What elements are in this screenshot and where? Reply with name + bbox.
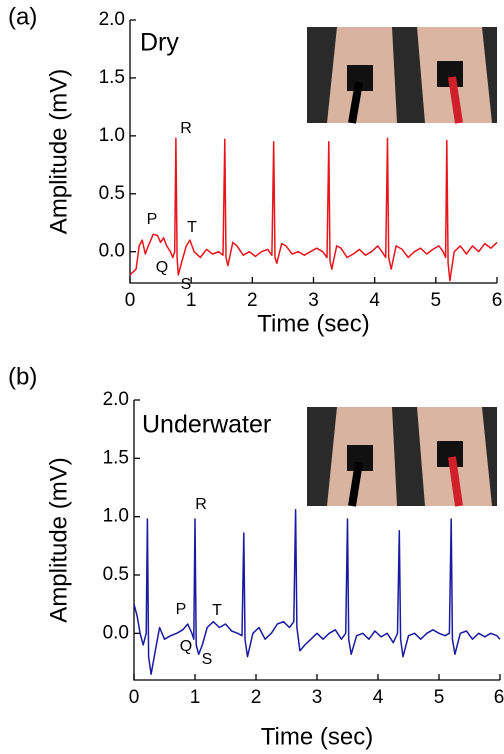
- x-tick-label: 4: [369, 290, 380, 311]
- ecg-line: [130, 138, 497, 281]
- wave-label: Q: [156, 259, 168, 276]
- x-axis-title: Time (sec): [257, 310, 369, 337]
- wave-label: P: [147, 211, 158, 228]
- wave-label: R: [180, 120, 192, 137]
- x-tick-label: 3: [308, 290, 319, 311]
- wave-label: S: [181, 276, 192, 293]
- wave-label: Q: [180, 638, 192, 655]
- x-tick-label: 0: [125, 290, 136, 311]
- wave-label: T: [187, 219, 197, 236]
- panel-title: Underwater: [142, 411, 271, 439]
- panel-title: Dry: [140, 29, 179, 57]
- y-tick-label: 0.5: [99, 183, 125, 204]
- x-tick-label: 5: [431, 290, 442, 311]
- y-tick-label: 2.0: [99, 9, 125, 30]
- y-tick-label: 0.0: [99, 241, 125, 262]
- x-axis-title: Time (sec): [261, 723, 373, 750]
- x-tick-label: 0: [129, 687, 140, 708]
- y-tick-label: 2.0: [103, 389, 129, 410]
- y-tick-label: 0.5: [103, 564, 129, 585]
- y-tick-label: 1.0: [99, 125, 125, 146]
- y-tick-label: 1.0: [103, 506, 129, 527]
- wave-label: R: [195, 496, 207, 513]
- wave-label: T: [212, 602, 222, 619]
- wave-label: P: [176, 601, 187, 618]
- x-tick-label: 2: [247, 290, 258, 311]
- x-tick-label: 3: [312, 687, 323, 708]
- wave-label: S: [202, 651, 213, 668]
- x-tick-label: 4: [373, 687, 384, 708]
- x-tick-label: 6: [492, 290, 503, 311]
- x-tick-label: 6: [494, 687, 504, 708]
- x-tick-label: 5: [434, 687, 445, 708]
- y-tick-label: 1.5: [103, 447, 129, 468]
- panel-label: (a): [8, 3, 37, 30]
- x-tick-label: 2: [251, 687, 262, 708]
- y-axis-title: Amplitude (mV): [45, 69, 72, 234]
- panel-label: (b): [8, 363, 37, 390]
- y-tick-label: 0.0: [103, 622, 129, 643]
- y-tick-label: 1.5: [99, 67, 125, 88]
- x-tick-label: 1: [190, 687, 201, 708]
- figure: 0.0 0.5 1.0 1.5 2.0 0 1 2 3 4 5 6 (a) Dry P Q R S T Time (s…: [0, 0, 504, 754]
- y-axis-title: Amplitude (mV): [45, 457, 72, 622]
